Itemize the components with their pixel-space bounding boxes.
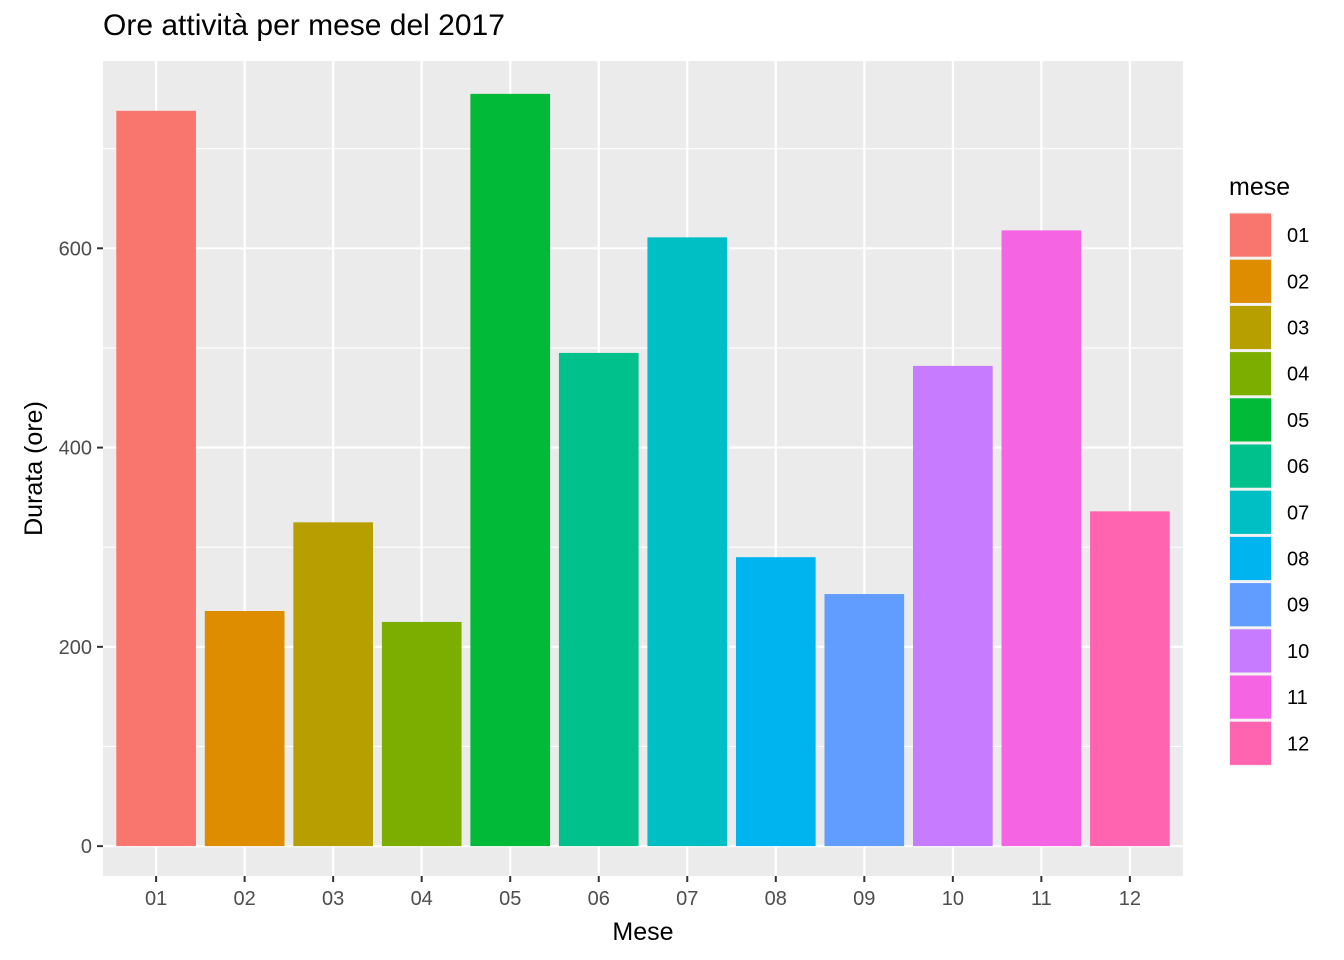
legend-swatch-04 (1230, 352, 1271, 396)
x-tick-label: 09 (853, 888, 875, 910)
legend-swatch-06 (1230, 444, 1271, 488)
y-axis-title: Durata (ore) (20, 401, 48, 536)
x-tick-label: 11 (1031, 888, 1052, 910)
x-tick-label: 01 (145, 888, 167, 910)
bar-05 (470, 93, 551, 847)
x-tick-label: 05 (499, 888, 521, 910)
x-tick-label: 08 (765, 888, 787, 910)
x-tick-label: 02 (234, 888, 256, 910)
legend-label: 06 (1287, 456, 1309, 478)
legend-swatch-11 (1230, 675, 1271, 719)
x-axis-title: Mese (612, 918, 673, 946)
legend-label: 08 (1287, 549, 1309, 571)
bar-04 (381, 621, 462, 847)
legend-label: 04 (1287, 364, 1309, 386)
legend-label: 05 (1287, 410, 1309, 432)
chart-title: Ore attività per mese del 2017 (103, 9, 505, 42)
bar-12 (1090, 511, 1170, 847)
legend-swatch-08 (1230, 536, 1271, 581)
x-tick-label: 06 (588, 888, 610, 910)
x-tick-label: 10 (942, 888, 964, 910)
legend-swatch-05 (1230, 398, 1271, 442)
bars (116, 93, 1170, 847)
x-tick-label: 07 (676, 888, 698, 910)
bar-11 (1001, 230, 1082, 847)
bar-09 (824, 594, 905, 847)
y-tick-label: 200 (59, 637, 92, 659)
legend-label: 11 (1287, 687, 1308, 709)
legend-label: 01 (1287, 225, 1309, 247)
bar-01 (116, 110, 196, 847)
legend-title: mese (1229, 173, 1290, 201)
bar-08 (735, 557, 816, 847)
legend-swatch-01 (1230, 213, 1271, 257)
bar-07 (647, 237, 728, 847)
bar-06 (558, 352, 639, 847)
legend-label: 07 (1287, 502, 1309, 524)
legend-swatch-03 (1230, 305, 1271, 350)
legend-swatch-12 (1230, 721, 1271, 765)
legend-swatch-10 (1230, 629, 1271, 673)
legend-label: 03 (1287, 318, 1309, 340)
bar-02 (204, 610, 285, 847)
x-tick-label: 12 (1119, 888, 1141, 910)
x-tick-label: 04 (411, 888, 433, 910)
legend-label: 02 (1287, 271, 1309, 293)
y-tick-label: 0 (81, 836, 92, 858)
legend-swatch-02 (1230, 259, 1271, 303)
bar-10 (913, 365, 993, 847)
legend-swatch-07 (1230, 490, 1271, 534)
legend-label: 09 (1287, 595, 1309, 617)
x-tick-label: 03 (322, 888, 344, 910)
bar-03 (293, 522, 373, 847)
legend-swatch-09 (1230, 583, 1271, 627)
y-tick-label: 600 (59, 238, 92, 260)
y-tick-label: 400 (59, 438, 92, 460)
legend-label: 12 (1287, 733, 1309, 755)
legend: mese 01 02 03 04 05 06 07 08 09 10 11 12 (1229, 173, 1309, 767)
axes: 0 200 400 600 01 02 03 04 05 06 07 08 09 10 11 12 Mese Du… (20, 238, 1141, 946)
legend-label: 10 (1287, 641, 1309, 663)
